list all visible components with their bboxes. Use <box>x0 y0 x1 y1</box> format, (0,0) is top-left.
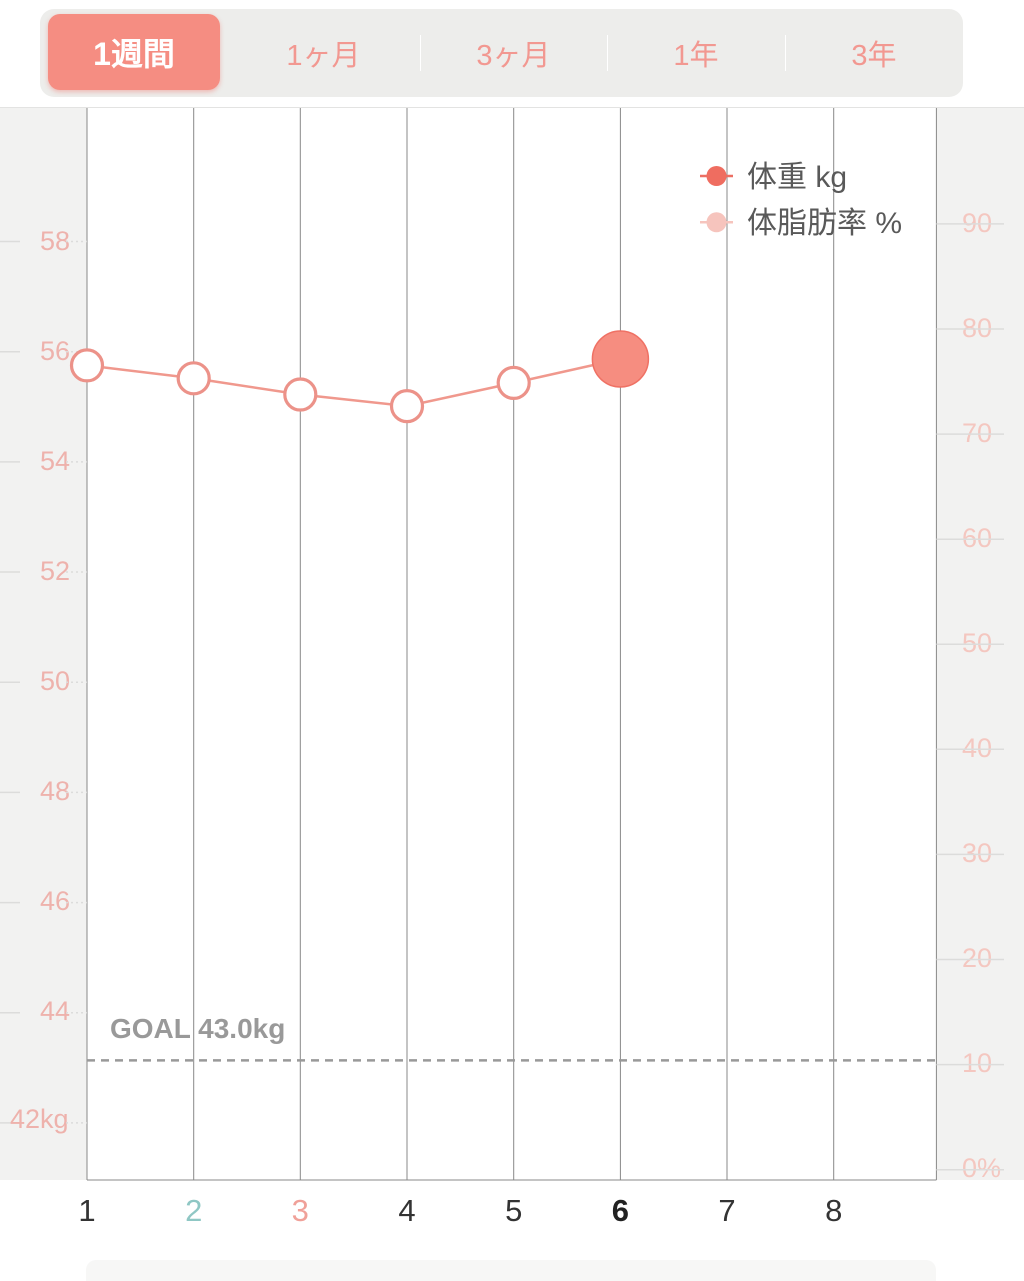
svg-text:56: 56 <box>40 336 70 366</box>
svg-text:20: 20 <box>962 943 992 973</box>
svg-text:2: 2 <box>185 1193 202 1228</box>
svg-text:46: 46 <box>40 886 70 916</box>
svg-text:58: 58 <box>40 226 70 256</box>
svg-text:40: 40 <box>962 733 992 763</box>
svg-text:54: 54 <box>40 446 70 476</box>
svg-text:5: 5 <box>505 1193 522 1228</box>
svg-text:10: 10 <box>962 1048 992 1078</box>
svg-text:7: 7 <box>718 1193 735 1228</box>
svg-text:0%: 0% <box>962 1153 1001 1183</box>
svg-text:GOAL 43.0kg: GOAL 43.0kg <box>110 1013 285 1044</box>
svg-text:90: 90 <box>962 208 992 238</box>
svg-text:70: 70 <box>962 418 992 448</box>
svg-text:60: 60 <box>962 523 992 553</box>
svg-text:48: 48 <box>40 776 70 806</box>
svg-text:1: 1 <box>78 1193 95 1228</box>
svg-text:44: 44 <box>40 996 70 1026</box>
svg-text:8: 8 <box>825 1193 842 1228</box>
svg-text:6: 6 <box>612 1193 629 1228</box>
svg-text:80: 80 <box>962 313 992 343</box>
svg-text:4: 4 <box>398 1193 415 1228</box>
svg-text:30: 30 <box>962 838 992 868</box>
svg-text:50: 50 <box>40 666 70 696</box>
svg-text:体脂肪率 %: 体脂肪率 % <box>747 207 902 240</box>
svg-text:体重 kg: 体重 kg <box>747 161 847 194</box>
svg-text:42kg: 42kg <box>10 1104 69 1134</box>
svg-text:52: 52 <box>40 556 70 586</box>
svg-text:50: 50 <box>962 628 992 658</box>
svg-text:3: 3 <box>292 1193 309 1228</box>
